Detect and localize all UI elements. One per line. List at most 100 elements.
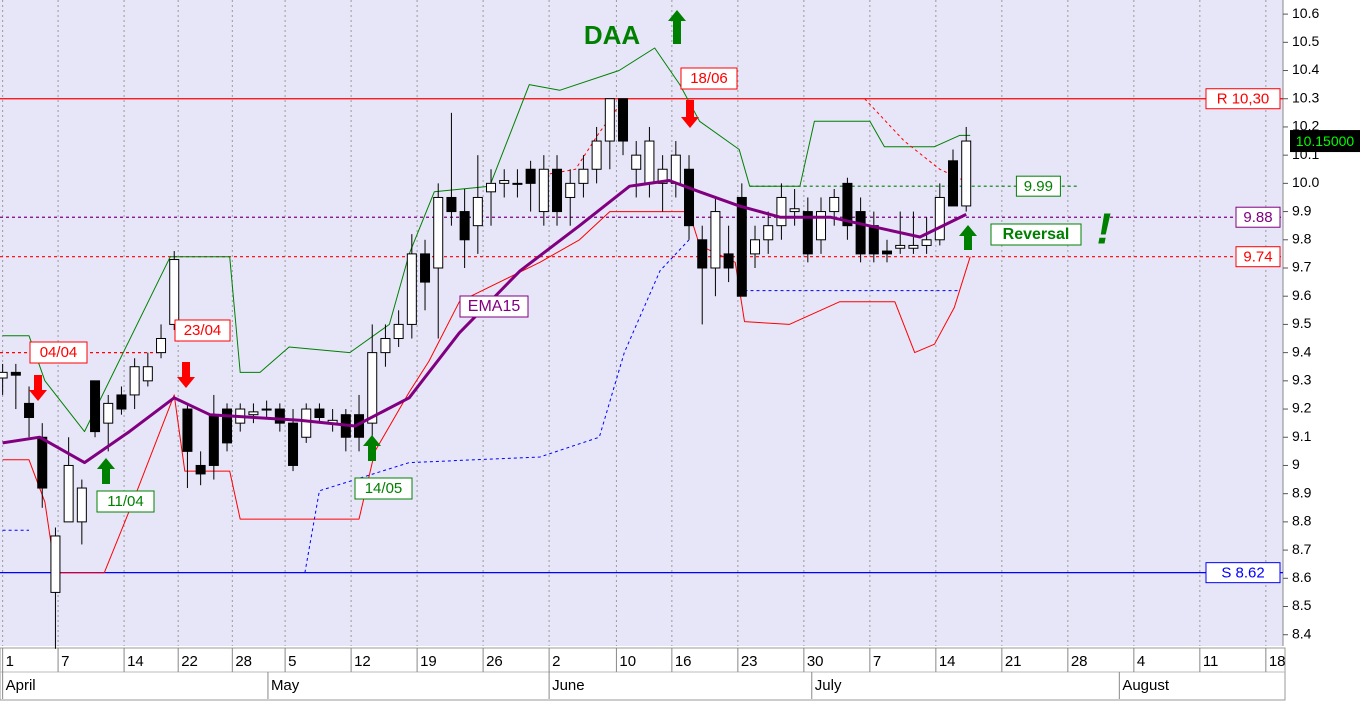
candle-body: [393, 323, 404, 340]
y-tick-label: 9.7: [1292, 259, 1312, 275]
candle-body: [301, 408, 312, 438]
candle-body: [142, 366, 153, 382]
y-tick-label: 9.5: [1292, 315, 1312, 331]
candle-body: [0, 371, 8, 379]
annotation: 04/04: [40, 344, 78, 361]
candle-body: [76, 487, 87, 523]
y-tick-label: 9.1: [1292, 428, 1312, 444]
candle-body: [578, 168, 589, 184]
indicator-line: [2, 239, 960, 573]
y-tick-label: 9.9: [1292, 202, 1312, 218]
month-label: April: [6, 677, 36, 694]
y-tick-label: 8.9: [1292, 484, 1312, 500]
x-tick-label: 7: [873, 653, 881, 670]
x-tick-label: 14: [939, 653, 956, 670]
candle-body: [750, 239, 761, 255]
candle-body: [103, 402, 114, 424]
x-tick-label: 5: [288, 653, 296, 670]
level-label: R 10,30: [1217, 91, 1270, 108]
candle-body: [195, 464, 206, 475]
annotation: DAA: [584, 20, 641, 50]
month-label: July: [815, 677, 842, 694]
candle-body: [631, 154, 642, 170]
x-tick-label: 7: [61, 653, 69, 670]
candle-body: [288, 422, 299, 466]
candle-body: [274, 408, 285, 424]
candle-body: [420, 253, 431, 283]
candle-body: [90, 380, 101, 433]
y-tick-label: 10.4: [1292, 61, 1319, 77]
month-label: August: [1122, 677, 1170, 694]
candle-body: [948, 160, 959, 207]
x-tick-label: 28: [1071, 653, 1088, 670]
signal-arrow: [363, 435, 381, 461]
x-axis-background: [0, 647, 1286, 701]
candle-body: [921, 239, 932, 246]
annotation: 11/04: [107, 493, 143, 510]
y-tick-label: 9.6: [1292, 287, 1312, 303]
candle-body: [908, 244, 919, 249]
candle-body: [459, 211, 470, 241]
candle-body: [380, 338, 391, 354]
candle-body: [261, 408, 272, 411]
y-tick-label: 9.2: [1292, 400, 1312, 416]
candle-body: [63, 464, 74, 523]
x-tick-label: 22: [181, 653, 198, 670]
candle-body: [552, 168, 563, 213]
candle-body: [684, 168, 695, 227]
annotation: 14/05: [365, 480, 403, 497]
y-tick-label: 8.8: [1292, 513, 1312, 529]
level-label-box: [1205, 562, 1281, 584]
annotation: 18/06: [690, 70, 728, 87]
candle-body: [486, 182, 497, 193]
x-tick-label: 18: [1269, 653, 1286, 670]
candle-body: [789, 208, 800, 213]
x-tick-label: 1: [6, 653, 14, 670]
candle-body: [776, 196, 787, 227]
candle-body: [446, 196, 457, 213]
level-label: 9.74: [1243, 249, 1272, 266]
x-tick-label: 11: [1203, 653, 1219, 670]
candle-body: [512, 182, 523, 185]
candle-body: [895, 244, 906, 249]
candle-body: [472, 196, 483, 227]
y-tick-label: 8.4: [1292, 625, 1312, 641]
y-tick-label: 9.3: [1292, 372, 1312, 388]
month-label: June: [552, 677, 585, 694]
y-tick-label: 10.0: [1292, 174, 1319, 190]
y-tick-label: 10.3: [1292, 89, 1319, 105]
x-tick-label: 30: [807, 653, 824, 670]
x-tick-label: 26: [486, 653, 503, 670]
annotation-box: [174, 319, 231, 342]
annotation-box: [96, 490, 155, 513]
x-tick-label: 2: [552, 653, 560, 670]
candle-body: [591, 140, 602, 170]
indicator-line: [2, 211, 971, 574]
y-tick-label: 10.2: [1292, 118, 1319, 134]
candle-body: [156, 338, 167, 354]
candle-body: [116, 394, 127, 410]
level-label: 9.99: [1024, 178, 1053, 195]
ema-label-box: [459, 295, 529, 318]
candle-body: [657, 168, 668, 184]
y-tick-label: 8.7: [1292, 541, 1312, 557]
candle-body: [934, 196, 945, 241]
signal-arrow: [668, 10, 686, 44]
y-tick-label: 9.4: [1292, 343, 1312, 359]
levels-layer: [0, 98, 1283, 574]
candle-body: [882, 250, 893, 255]
x-tick-label: 23: [741, 653, 758, 670]
annotation-box: [354, 477, 413, 500]
y-tick-label: 8.6: [1292, 569, 1312, 585]
candle-body: [129, 366, 140, 396]
candle-body: [618, 98, 629, 142]
x-tick-label: 16: [675, 653, 692, 670]
candle-body: [182, 408, 193, 452]
signal-arrow: [177, 362, 195, 388]
month-label: May: [271, 677, 300, 694]
y-tick-label: 8.5: [1292, 597, 1312, 613]
level-label-box: [1015, 175, 1061, 197]
candle-body: [829, 196, 840, 213]
candle-body: [10, 371, 21, 376]
